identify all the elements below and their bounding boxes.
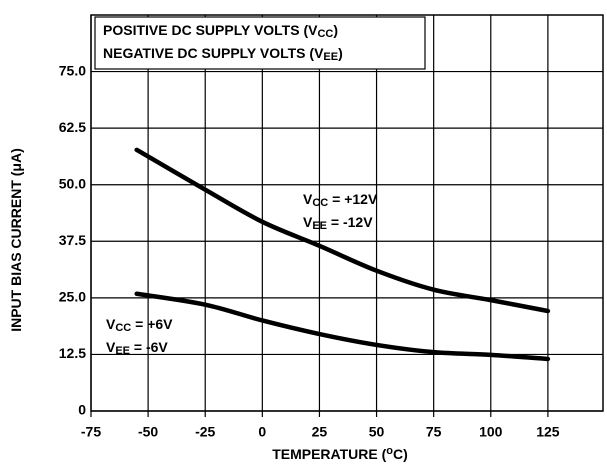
legend-text: POSITIVE DC SUPPLY VOLTS (VCC) (103, 22, 338, 40)
y-tick-label: 37.5 (59, 232, 86, 248)
annotation-part: CC (312, 197, 328, 209)
x-axis-label-part: C) (393, 446, 408, 462)
y-tick-label: 62.5 (59, 119, 86, 135)
y-tick-label: 12.5 (59, 345, 86, 361)
x-tick-label: 75 (426, 424, 442, 440)
annotation: VEE = -12V (303, 214, 373, 232)
annotation: VEE = -6V (106, 339, 168, 357)
annotation-part: = -12V (327, 214, 373, 230)
annotation-part: = +6V (131, 316, 173, 332)
annotation-part: V (303, 214, 313, 230)
y-axis-label: INPUT BIAS CURRENT (μA) (8, 148, 24, 332)
x-tick-label: 0 (258, 424, 266, 440)
x-axis-label-part: TEMPERATURE ( (272, 446, 386, 462)
annotation-part: V (106, 339, 116, 355)
annotation-part: EE (115, 345, 130, 357)
x-tick-label: 25 (312, 424, 328, 440)
x-tick-label: -50 (138, 424, 158, 440)
y-tick-label: 50.0 (59, 175, 86, 191)
legend-text: NEGATIVE DC SUPPLY VOLTS (VEE) (103, 45, 343, 63)
legend-text-part: POSITIVE DC SUPPLY VOLTS (V (103, 22, 318, 38)
legend-box (94, 16, 426, 70)
x-tick-label: -25 (195, 424, 215, 440)
annotation-part: EE (312, 220, 327, 232)
y-axis-label-part: A) (8, 148, 24, 163)
y-axis-label-part: μ (8, 163, 24, 172)
annotation-part: = -6V (130, 339, 168, 355)
x-tick-label: 100 (479, 424, 503, 440)
legend-text-part: ) (338, 45, 343, 61)
x-tick-label: -75 (81, 424, 101, 440)
legend-text-part: NEGATIVE DC SUPPLY VOLTS (V (103, 45, 324, 61)
x-tick-label: 125 (536, 424, 560, 440)
data-line (134, 291, 551, 362)
legend-text-part: EE (323, 51, 338, 63)
x-axis-label: TEMPERATURE (oC) (272, 445, 408, 462)
y-axis-label-part: INPUT BIAS CURRENT ( (8, 171, 24, 332)
annotation-part: V (106, 316, 116, 332)
y-tick-label: 0 (78, 402, 86, 418)
legend-text-part: CC (317, 28, 333, 40)
y-tick-label: 75.0 (59, 62, 86, 78)
x-tick-label: 50 (369, 424, 385, 440)
annotation-part: V (303, 191, 313, 207)
data-line (134, 147, 551, 314)
annotation-part: = +12V (328, 191, 378, 207)
legend-text-part: ) (333, 22, 338, 38)
annotation: VCC = +12V (303, 191, 378, 209)
annotation-part: CC (115, 322, 131, 334)
annotation: VCC = +6V (106, 316, 173, 334)
x-axis-label-part: o (386, 445, 393, 457)
y-tick-label: 25.0 (59, 289, 86, 305)
